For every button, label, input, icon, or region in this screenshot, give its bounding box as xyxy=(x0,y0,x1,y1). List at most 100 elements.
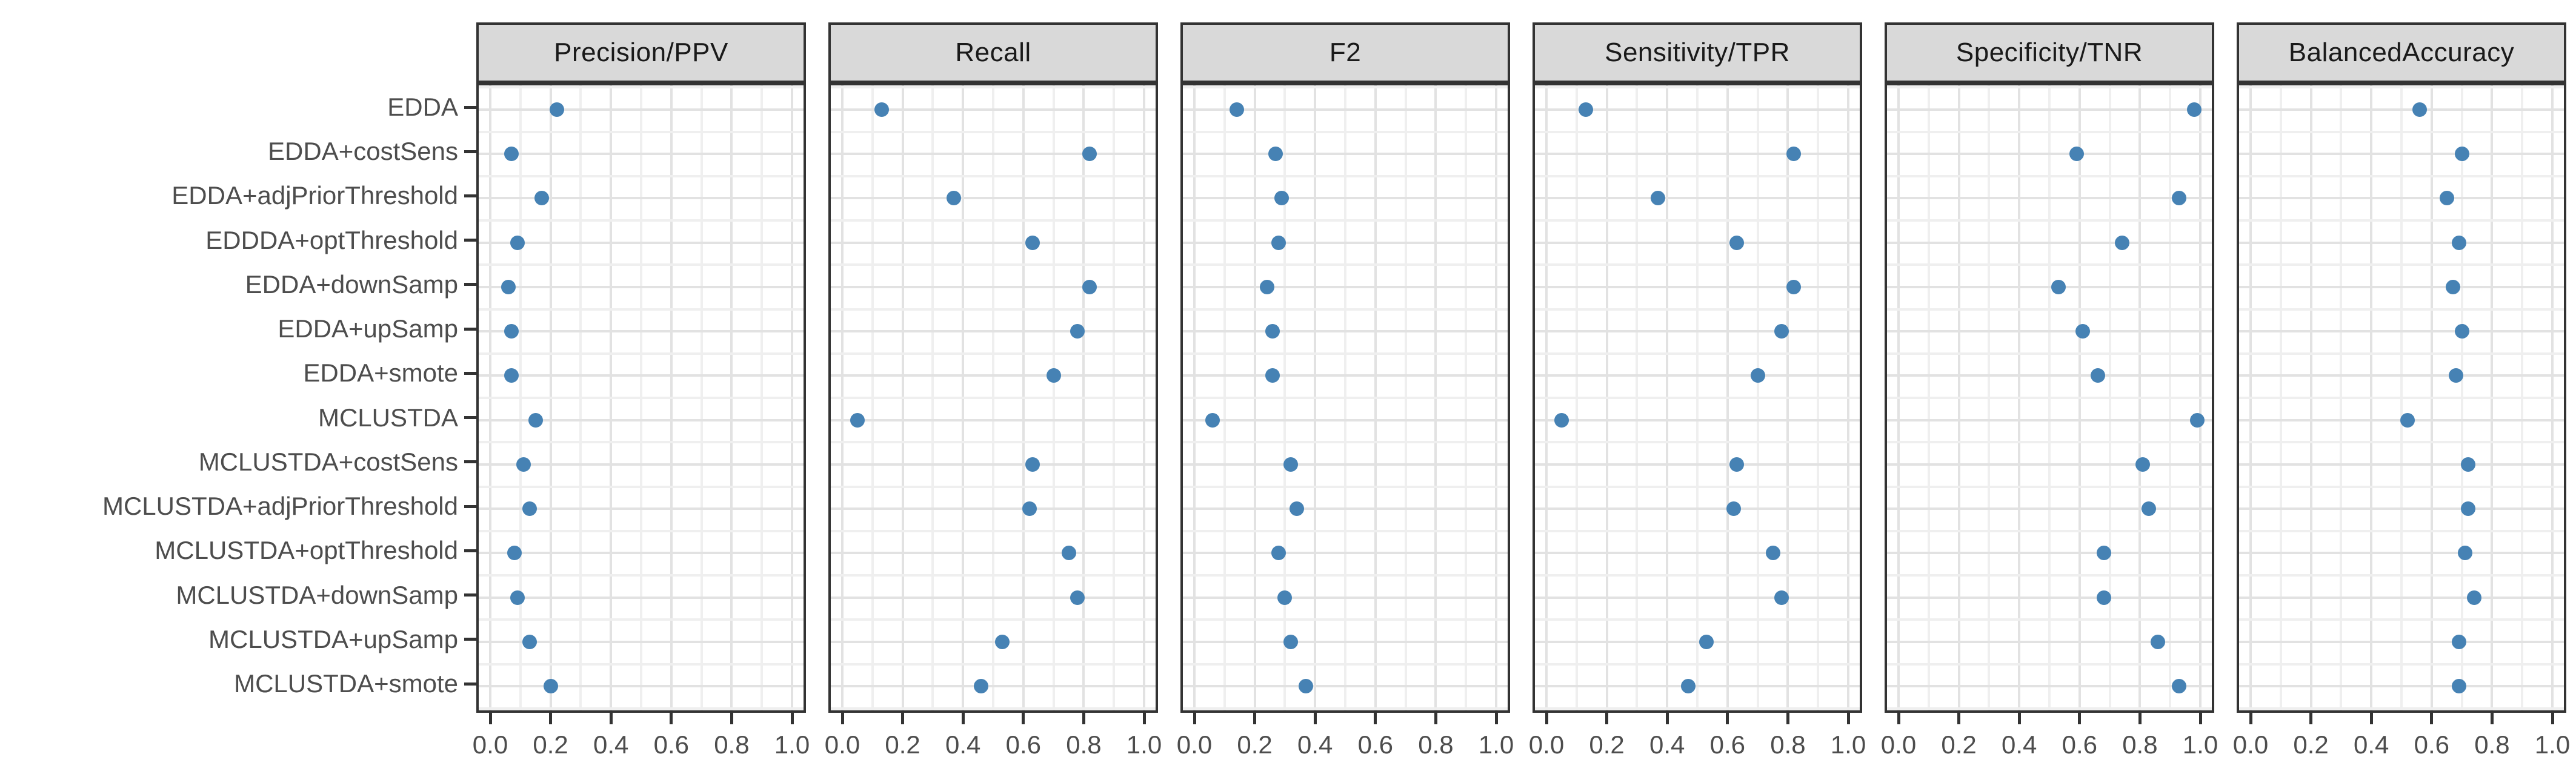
x-tick-label: 1.0 xyxy=(2534,730,2571,759)
gridline-y-minor xyxy=(479,174,804,177)
gridline-y-major xyxy=(1887,108,2212,111)
gridline-y-major xyxy=(1887,596,2212,599)
facet-panel xyxy=(1533,83,1862,713)
x-tick-mark xyxy=(1082,713,1085,724)
data-point xyxy=(1082,147,1097,162)
data-point xyxy=(874,102,889,117)
x-tick-label: 0.2 xyxy=(1941,730,1977,759)
facet-strip: F2 xyxy=(1180,22,1510,83)
data-point xyxy=(1082,279,1097,294)
gridline-y-minor xyxy=(1887,352,2212,355)
x-tick-label: 0.0 xyxy=(472,730,508,759)
gridline-y-minor xyxy=(831,308,1156,311)
gridline-y-major xyxy=(2239,241,2564,244)
gridline-y-major xyxy=(1535,463,1860,466)
x-tick-label: 0.8 xyxy=(2474,730,2510,759)
data-point xyxy=(1025,235,1040,250)
gridline-y-minor xyxy=(2239,397,2564,400)
gridline-y-minor xyxy=(1887,219,2212,222)
gridline-y-minor xyxy=(1183,174,1508,177)
data-point xyxy=(2069,147,2084,162)
data-point xyxy=(1277,590,1293,605)
data-point xyxy=(1786,279,1802,294)
data-point xyxy=(1268,147,1283,162)
gridline-y-major xyxy=(1887,241,2212,244)
gridline-y-major xyxy=(2239,330,2564,333)
gridline-y-major xyxy=(1183,374,1508,377)
x-tick-mark xyxy=(1665,713,1669,724)
facet-strip: Recall xyxy=(828,22,1158,83)
gridline-y-minor xyxy=(1183,352,1508,355)
x-tick-label: 0.6 xyxy=(2062,730,2097,759)
gridline-y-minor xyxy=(1183,529,1508,532)
x-tick-label: 0.6 xyxy=(1357,730,1393,759)
y-axis-category-label: MCLUSTDA+downSamp xyxy=(176,580,458,609)
x-tick-label: 0.8 xyxy=(1770,730,1806,759)
data-point xyxy=(2114,235,2129,250)
data-point xyxy=(1578,102,1593,117)
data-point xyxy=(1750,368,1765,383)
gridline-y-minor xyxy=(2239,263,2564,266)
gridline-y-minor xyxy=(831,263,1156,266)
gridline-y-minor xyxy=(479,707,804,710)
facet-strip: Specificity/TNR xyxy=(1885,22,2214,83)
gridline-y-major xyxy=(1887,153,2212,156)
gridline-y-minor xyxy=(831,574,1156,577)
data-point xyxy=(994,634,1010,649)
gridline-y-major xyxy=(1535,685,1860,688)
x-tick-label: 0.0 xyxy=(1880,730,1917,759)
x-tick-label: 0.0 xyxy=(824,730,860,759)
x-tick-label: 0.4 xyxy=(1297,730,1333,759)
y-tick-mark xyxy=(464,460,476,464)
gridline-y-minor xyxy=(1887,618,2212,621)
data-point xyxy=(850,412,865,428)
gridline-y-major xyxy=(479,596,804,599)
x-tick-mark xyxy=(609,713,613,724)
x-tick-mark xyxy=(2430,713,2434,724)
facet-panel xyxy=(1180,83,1510,713)
gridline-y-minor xyxy=(479,86,804,89)
facet-title: Recall xyxy=(955,38,1031,67)
gridline-y-major xyxy=(2239,108,2564,111)
gridline-y-major xyxy=(479,640,804,643)
x-tick-mark xyxy=(790,713,794,724)
data-point xyxy=(2466,590,2481,605)
gridline-y-minor xyxy=(831,174,1156,177)
data-point xyxy=(2075,324,2090,339)
gridline-y-minor xyxy=(2239,707,2564,710)
data-point xyxy=(1283,634,1299,649)
data-point xyxy=(1022,501,1037,517)
x-tick-label: 0.6 xyxy=(2414,730,2449,759)
gridline-y-major xyxy=(1887,285,2212,288)
gridline-y-major xyxy=(1183,197,1508,200)
gridline-y-minor xyxy=(1535,529,1860,532)
y-tick-mark xyxy=(464,504,476,508)
gridline-y-major xyxy=(479,507,804,511)
y-tick-mark xyxy=(464,283,476,286)
y-axis-category-label: EDDA+adjPriorThreshold xyxy=(171,181,458,210)
gridline-y-minor xyxy=(831,86,1156,89)
x-tick-mark xyxy=(730,713,733,724)
data-point xyxy=(1729,235,1744,250)
data-point xyxy=(2142,501,2157,517)
x-tick-mark xyxy=(901,713,905,724)
gridline-y-minor xyxy=(831,707,1156,710)
gridline-y-major xyxy=(1887,463,2212,466)
data-point xyxy=(534,191,549,206)
facet-panel xyxy=(476,83,806,713)
gridline-y-minor xyxy=(1183,707,1508,710)
data-point xyxy=(1046,368,1061,383)
gridline-y-major xyxy=(1183,285,1508,288)
gridline-y-minor xyxy=(1535,130,1860,133)
y-axis-category-label: EDDA+downSamp xyxy=(245,269,458,299)
data-point xyxy=(1283,457,1299,472)
data-point xyxy=(507,546,522,561)
gridline-y-minor xyxy=(831,618,1156,621)
data-point xyxy=(2451,679,2466,694)
data-point xyxy=(1205,412,1220,428)
data-point xyxy=(2412,102,2427,117)
gridline-y-major xyxy=(1535,153,1860,156)
gridline-y-minor xyxy=(1535,707,1860,710)
x-tick-mark xyxy=(2551,713,2554,724)
x-tick-mark xyxy=(1434,713,1437,724)
